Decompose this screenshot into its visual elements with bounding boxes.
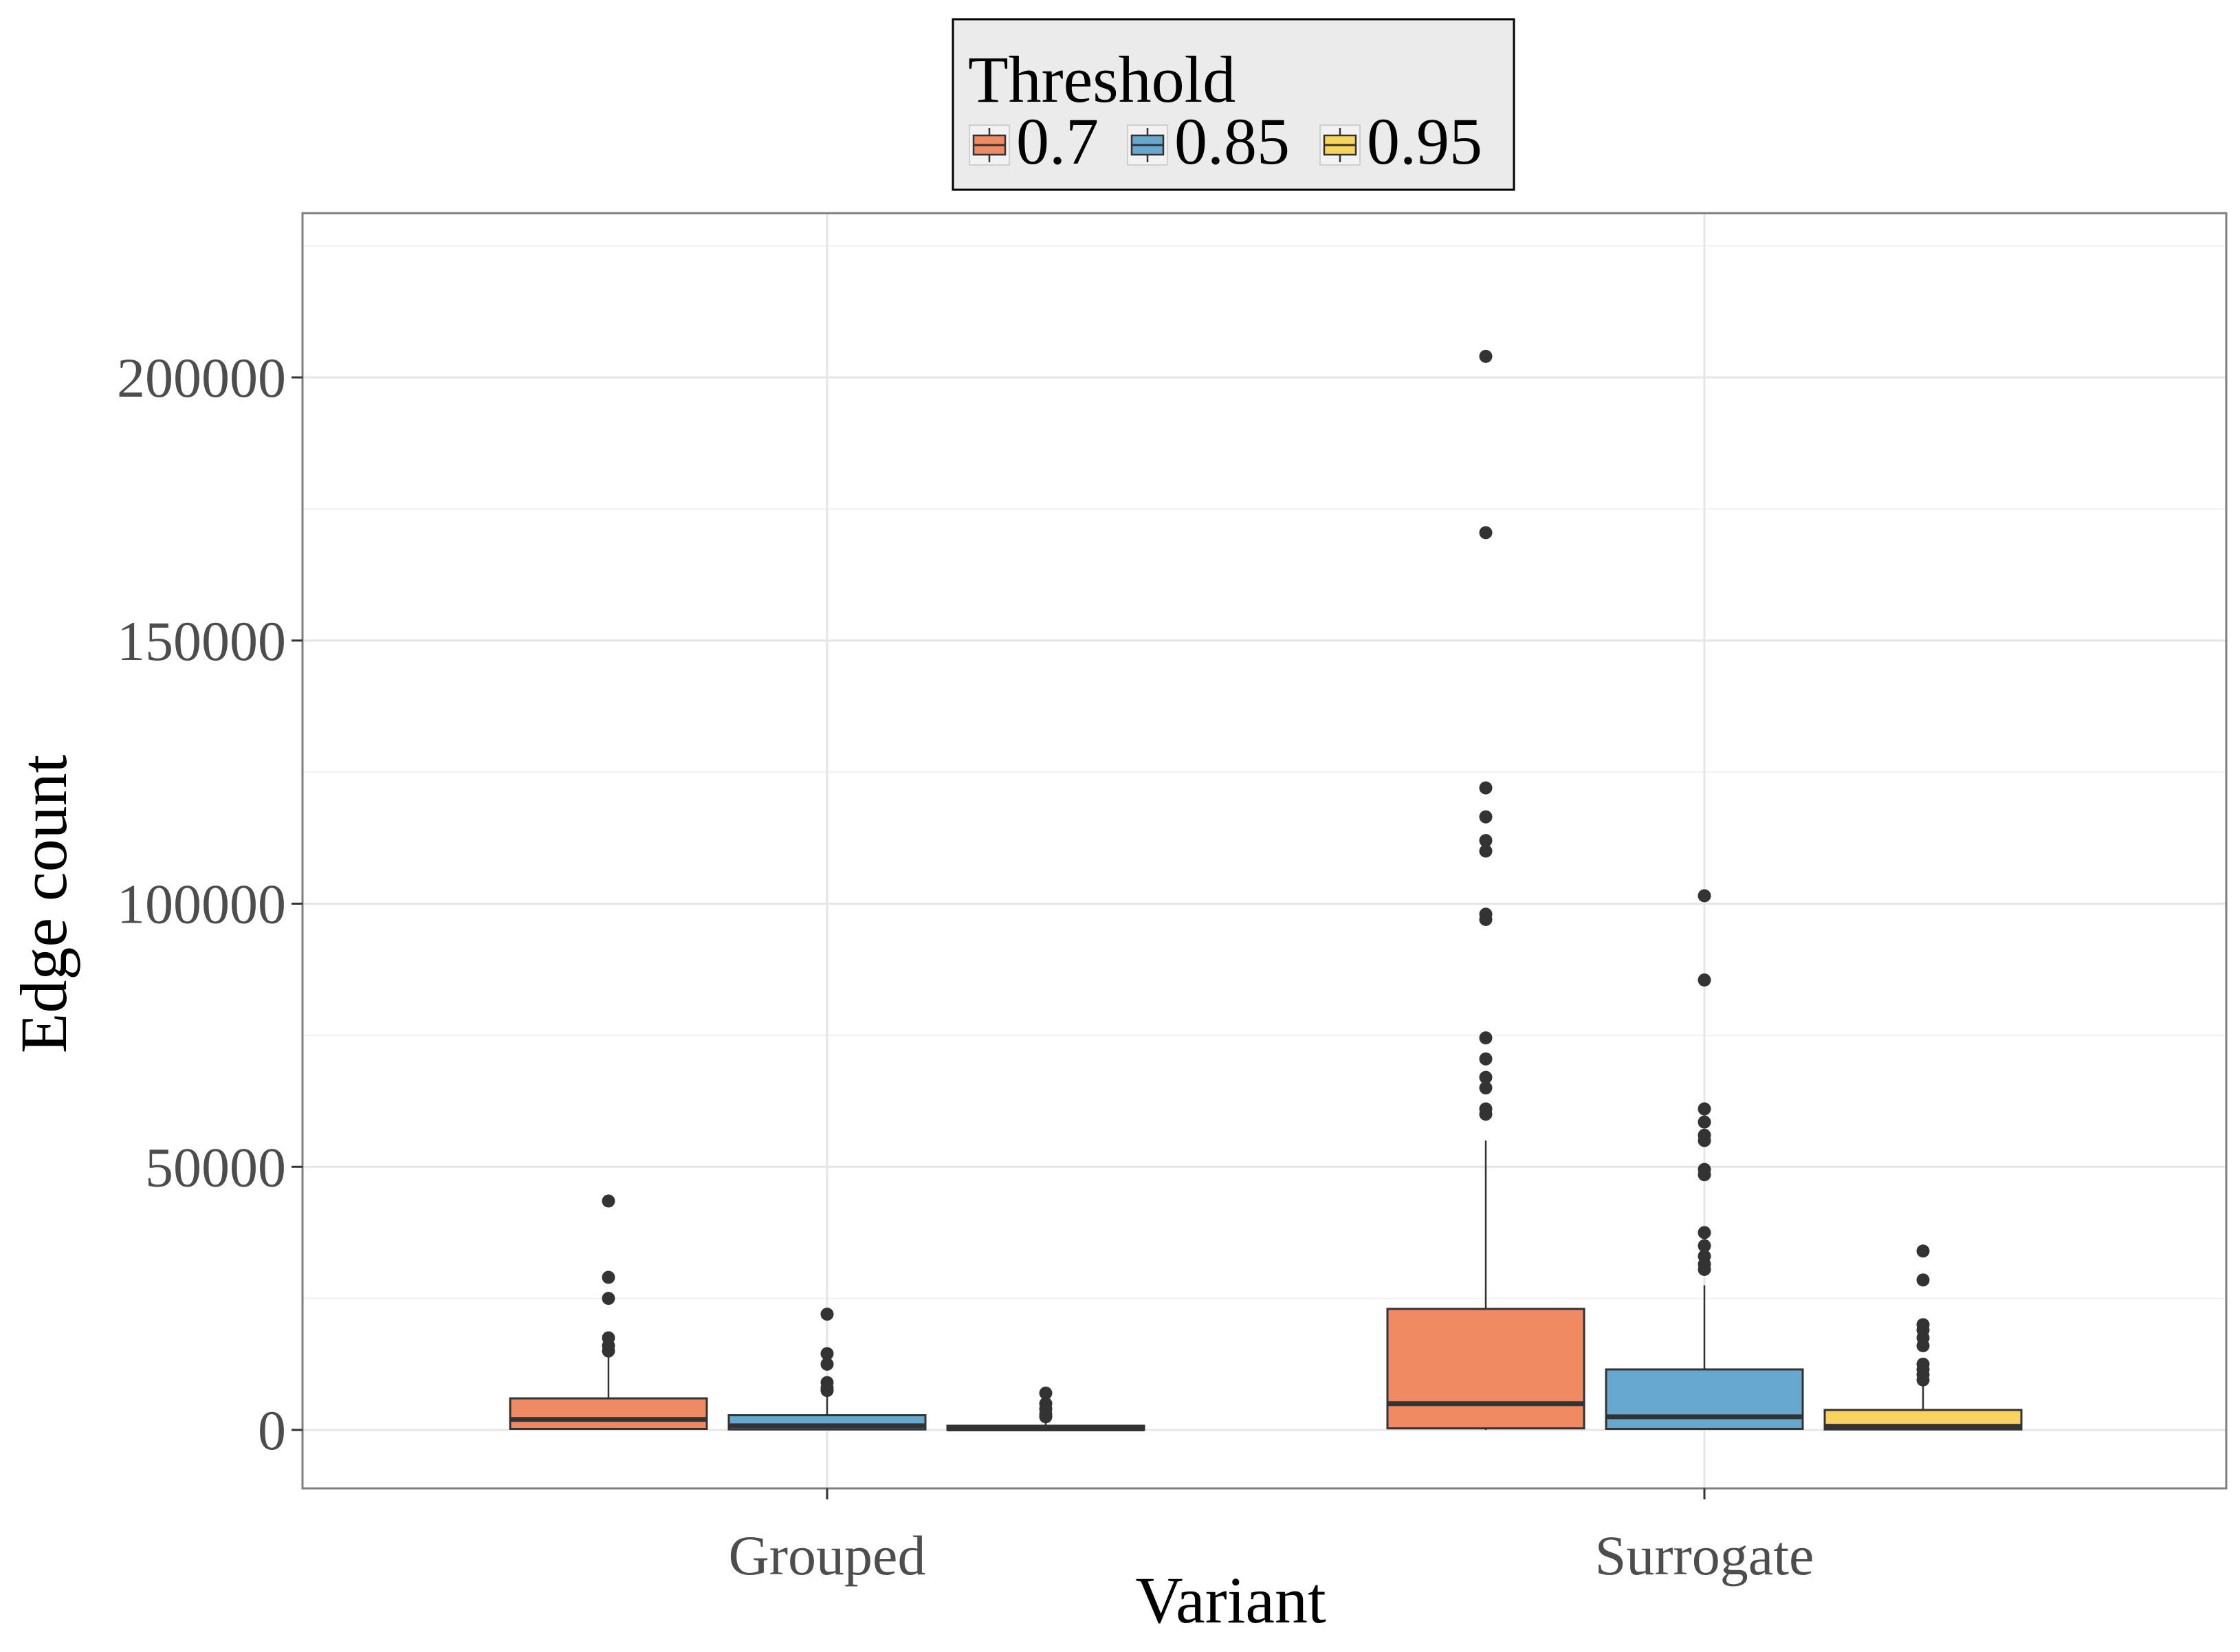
plot-border [301,212,2228,1490]
outlier-point [1479,526,1493,540]
outlier-point [820,1347,834,1361]
x-axis: Grouped Surrogate [729,1488,1814,1587]
legend-item-0.85: 0.85 [1127,104,1290,178]
outlier-point [1698,1239,1711,1253]
outlier-point [1479,844,1493,858]
outlier-point [1479,810,1493,824]
legend-label: 0.7 [1016,104,1099,178]
y-axis: 0 50000 100000 150000 200000 [117,346,303,1462]
box-iqr [1605,1368,1804,1430]
legend-item-0.7: 0.7 [969,104,1099,178]
outlier-point [602,1331,615,1345]
legend-title: Threshold [968,43,1236,116]
legend-background [952,18,1515,191]
outlier-point [1479,349,1493,363]
outlier-point [1698,1115,1711,1129]
legend-label: 0.95 [1367,104,1482,178]
plot-panel [303,213,2226,1488]
outlier-point [602,1292,615,1306]
box-0.85-Surrogate [1605,889,1804,1430]
outlier-point [1479,907,1493,921]
outlier-point [1698,889,1711,903]
outlier-point [1479,1052,1493,1066]
outlier-point [602,1194,615,1208]
outlier-point [1916,1244,1930,1258]
outlier-point [1479,1070,1493,1084]
box-0.7-Surrogate [1386,349,1585,1430]
box-0.85-Grouped [727,1308,927,1431]
outlier-point [1916,1273,1930,1287]
x-tick-label: Grouped [729,1524,926,1587]
outlier-point [1698,1102,1711,1116]
legend: Threshold 0.7 0.85 0.95 [952,18,1515,191]
outlier-point [1479,834,1493,848]
outlier-point [1916,1357,1930,1371]
outlier-point [820,1308,834,1321]
box-0.95-Surrogate [1823,1244,2023,1431]
boxes [509,349,2023,1431]
box-0.7-Grouped [509,1194,708,1430]
outlier-point [1479,1102,1493,1116]
outlier-point [1479,1031,1493,1045]
box-iqr [509,1397,708,1430]
y-tick-label: 50000 [145,1136,286,1198]
outlier-point [1698,1226,1711,1240]
outlier-point [1698,973,1711,987]
outlier-point [1698,1249,1711,1263]
outlier-point [820,1357,834,1371]
y-tick-label: 0 [258,1399,286,1462]
outlier-point [820,1376,834,1389]
x-axis-title: Variant [1135,1563,1326,1637]
legend-item-0.95: 0.95 [1319,104,1482,178]
y-tick-label: 200000 [117,346,286,409]
outlier-point [1698,1163,1711,1176]
outlier-point [1916,1318,1930,1332]
plot-area [301,212,2228,1490]
grid-minor [303,245,2226,1299]
outlier-point [1039,1386,1053,1400]
outlier-point [1698,1128,1711,1142]
box-0.95-Grouped [946,1386,1145,1431]
outlier-point [1039,1397,1053,1411]
legend-label: 0.85 [1174,104,1290,178]
x-tick-label: Surrogate [1595,1524,1814,1587]
outlier-point [1479,1081,1493,1094]
outlier-point [1479,781,1493,795]
y-axis-title: Edge count [7,754,80,1053]
outlier-point [602,1270,615,1284]
box-iqr [1386,1308,1585,1430]
y-tick-label: 100000 [117,873,286,936]
y-tick-label: 150000 [117,610,286,672]
